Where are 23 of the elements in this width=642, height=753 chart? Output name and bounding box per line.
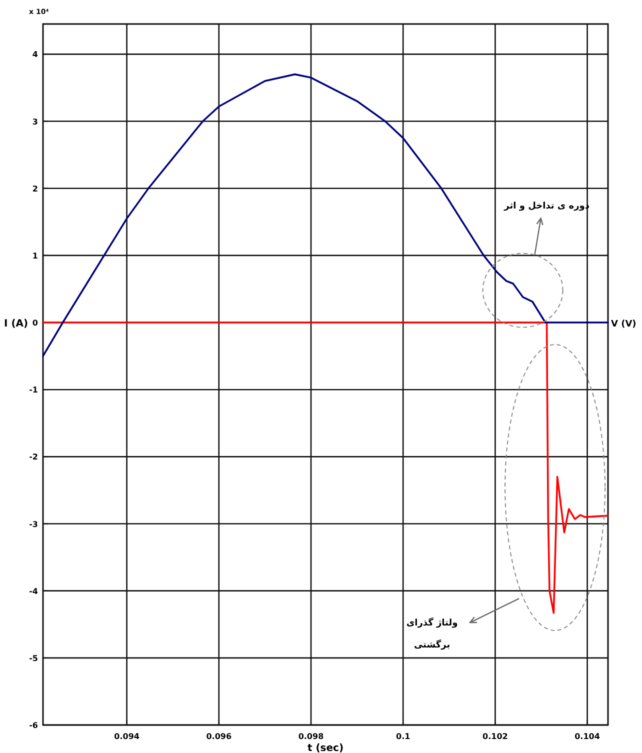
- y-tick-label: 3: [32, 117, 38, 126]
- y-tick-label: -4: [29, 586, 38, 596]
- y-tick-label: 4: [32, 50, 38, 60]
- x-tick-label: 0.102: [482, 732, 508, 741]
- x-tick-label: 0.098: [298, 732, 324, 741]
- x-axis-title: t (sec): [307, 743, 344, 753]
- y-tick-label: -2: [29, 452, 38, 462]
- line-series: [42, 322, 609, 614]
- y-tick-label: 2: [32, 184, 38, 194]
- y-tick-label: -6: [29, 721, 38, 730]
- y-tick-label: 0: [32, 318, 38, 328]
- y-tick-label: -5: [29, 654, 38, 663]
- text: V (V): [611, 320, 636, 330]
- y-axis-title: I (A): [4, 318, 28, 330]
- line-series: [42, 73, 609, 357]
- y-tick-label: -3: [29, 520, 38, 529]
- x-tick-label: 0.1: [396, 732, 411, 741]
- x-tick-label: 0.096: [206, 732, 232, 741]
- x-tick-label: 0.104: [574, 732, 600, 741]
- x-tick-label: 0.094: [114, 732, 140, 741]
- y-tick-label: -1: [29, 386, 38, 395]
- text: ولتاژ گذرای برگشتی: [406, 618, 458, 651]
- y-tick-label: 1: [32, 251, 38, 260]
